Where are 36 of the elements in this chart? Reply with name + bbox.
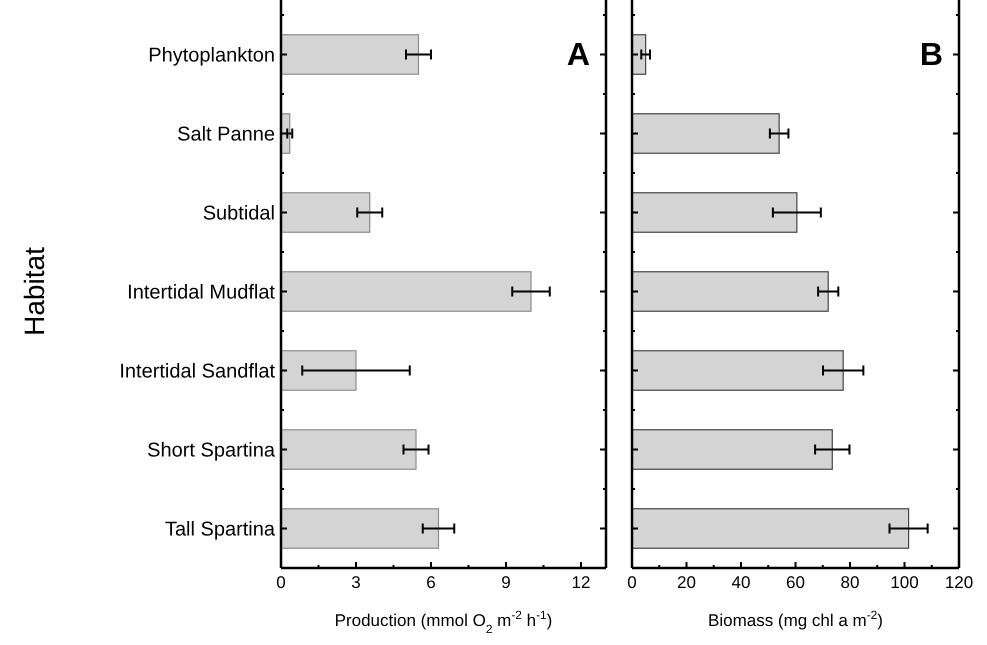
bar: [631, 350, 844, 391]
x-axis-title: Production (mmol O$_{2}$ m$^{-2}$ h$^{-1}$): [334, 608, 552, 636]
bar: [631, 508, 910, 549]
bar: [280, 271, 532, 312]
x-tick-label: 0: [627, 573, 637, 592]
x-tick-label: 100: [890, 573, 919, 592]
x-tick-label: 6: [426, 573, 436, 592]
y-tick-label: Intertidal Sandflat: [119, 360, 276, 382]
bar: [280, 350, 357, 391]
bar: [280, 508, 440, 549]
x-tick-label: 0: [276, 573, 286, 592]
y-tick-label: Tall Spartina: [164, 518, 276, 540]
y-axis-title: Habitat: [19, 246, 50, 336]
bar: [280, 34, 420, 75]
x-tick-label: 12: [572, 573, 590, 592]
bar: [631, 429, 833, 470]
bar: [631, 271, 829, 312]
y-tick-label: Phytoplankton: [148, 44, 275, 66]
bar: [631, 192, 798, 233]
x-tick-label: 20: [677, 573, 696, 592]
bar: [280, 429, 417, 470]
x-tick-label: 3: [351, 573, 361, 592]
y-tick-label: Subtidal: [202, 202, 275, 224]
x-tick-label: 60: [786, 573, 805, 592]
y-tick-label: Intertidal Mudflat: [127, 282, 276, 304]
bar: [280, 192, 370, 233]
x-tick-label: 9: [501, 573, 511, 592]
x-axis-title: Biomass (mg chl a m$^{-2}$): [708, 608, 883, 630]
annotation: B: [920, 36, 943, 72]
x-tick-label: 40: [732, 573, 750, 592]
x-tick-label: 80: [840, 573, 860, 592]
y-tick-label: Short Spartina: [147, 440, 276, 462]
annotation: A: [566, 36, 590, 72]
bar: [631, 113, 780, 154]
y-tick-label: Salt Panne: [177, 124, 275, 146]
x-tick-label: 120: [944, 573, 974, 592]
